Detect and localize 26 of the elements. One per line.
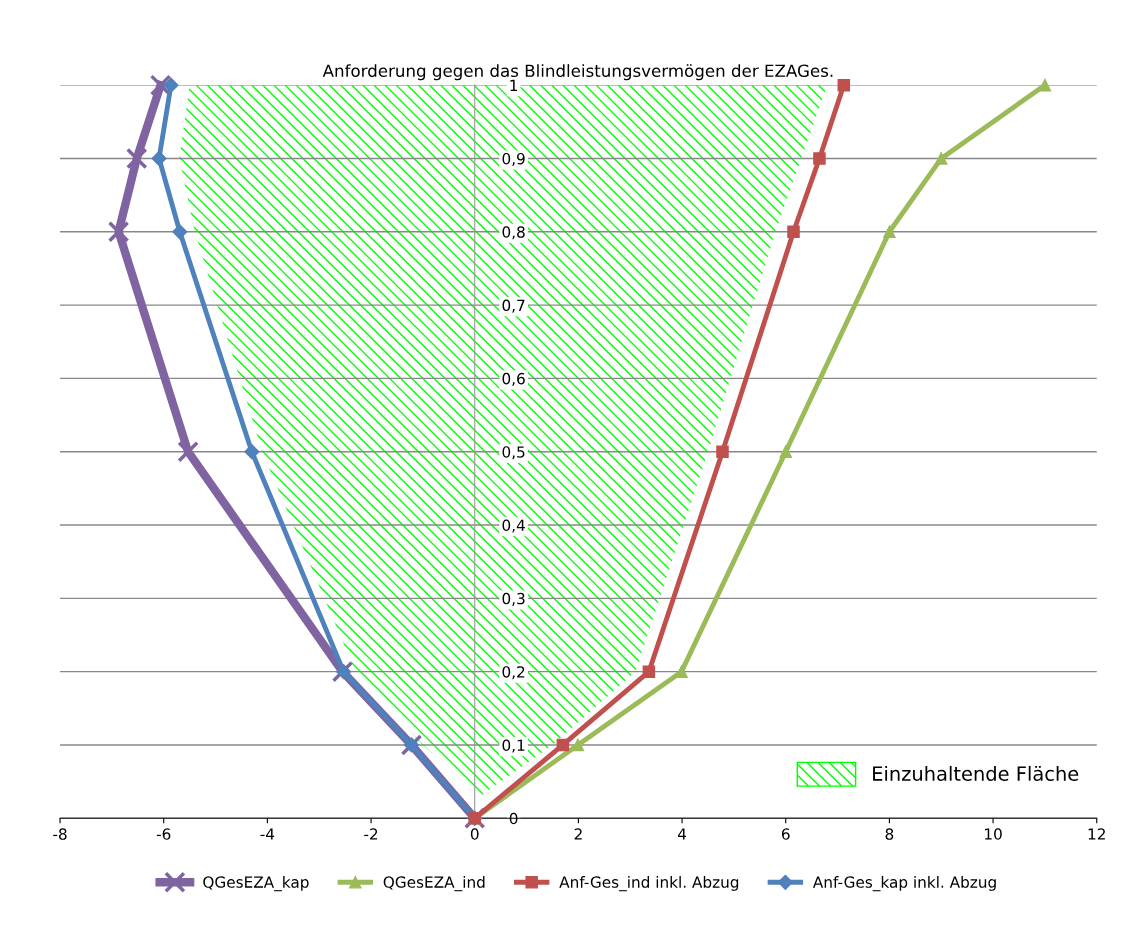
y-tick-label: 0,2 (502, 666, 525, 680)
y-tick-label: 0,6 (502, 372, 525, 386)
legend-label: Anf-Ges_ind inkl. Abzug (559, 876, 739, 892)
legend-label: QGesEZA_ind (383, 876, 485, 892)
x-tick-label: 10 (985, 828, 1002, 840)
y-tick-label: 0,3 (502, 592, 525, 606)
x-tick-label: -4 (260, 828, 275, 840)
x-tick-label: -8 (53, 828, 67, 840)
x-tick-label: 2 (574, 828, 582, 840)
y-tick-label: 0,1 (502, 739, 525, 753)
legend-label: Anf-Ges_kap inkl. Abzug (812, 876, 996, 892)
x-tick-label: 8 (885, 828, 894, 840)
x-tick-label: -2 (364, 828, 378, 840)
y-tick-label: 0,4 (502, 519, 525, 533)
legend-label: QGesEZA_kap (203, 876, 309, 892)
x-tick-label: 4 (677, 828, 687, 840)
x-tick-label: 0 (470, 828, 479, 840)
legend-label: Einzuhaltende Fläche (873, 765, 1079, 781)
y-tick-label: 0,8 (502, 226, 525, 240)
x-tick-label: 12 (1088, 828, 1105, 840)
x-tick-label: -6 (156, 828, 171, 840)
y-tick-label: 0,5 (502, 446, 525, 460)
y-tick-label: 0,7 (502, 299, 525, 313)
x-tick-label: 6 (781, 828, 790, 840)
y-tick-label: 0,9 (502, 152, 525, 167)
y-tick-label: 1 (510, 79, 518, 91)
